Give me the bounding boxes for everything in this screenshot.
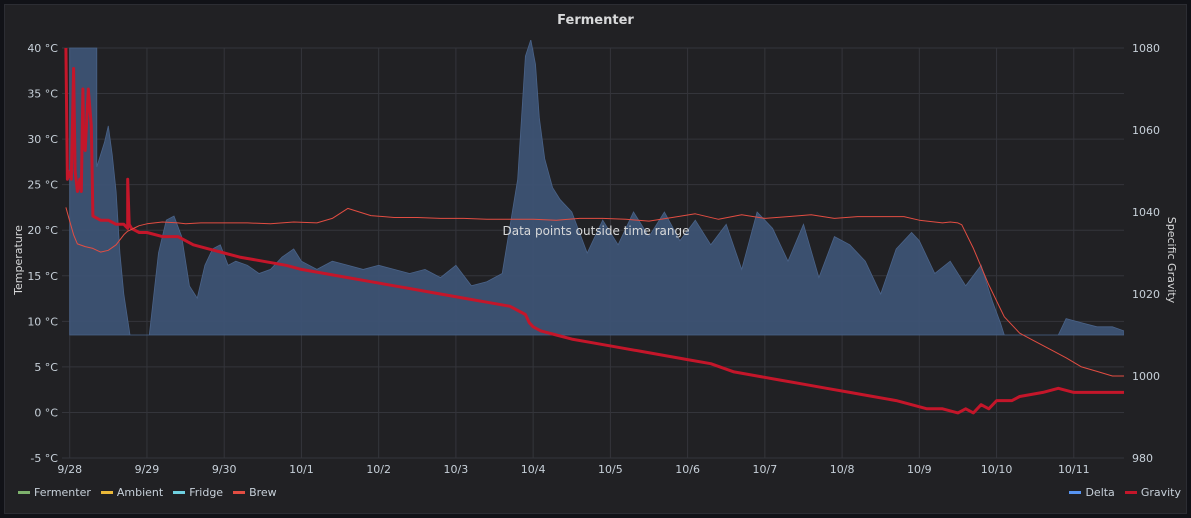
y-tick-label: 30 °C [27,133,58,146]
legend-label: Fridge [189,486,224,499]
overlay-message: Data points outside time range [502,224,689,238]
x-tick-label: 10/11 [1058,463,1090,476]
y-tick-label: 20 °C [27,224,58,237]
y2-tick-label: 1040 [1132,206,1160,219]
x-tick-label: 10/1 [289,463,314,476]
x-tick-label: 10/9 [907,463,932,476]
y2-axis-label: Specific Gravity [1165,217,1178,304]
y2-tick-label: 1000 [1132,370,1160,383]
plot-area [64,40,1124,415]
x-tick-label: 10/6 [675,463,700,476]
series-brew-line [65,207,1124,377]
x-tick-label: 10/3 [444,463,469,476]
legend-item[interactable]: Ambient [100,486,164,499]
y-tick-label: 0 °C [34,406,58,419]
legend-label: Ambient [116,486,164,499]
axes: -5 °C 0 °C 5 °C 10 °C 15 °C 20 °C 25 °C 30 °C 35… [27,42,1160,476]
y-tick-label: 15 °C [27,270,58,283]
y-tick-label: 25 °C [27,179,58,192]
y2-tick-label: 1080 [1132,42,1160,55]
y-tick-label: -5 °C [30,452,58,465]
legend-swatch [1069,491,1082,494]
y2-tick-label: 1020 [1132,288,1160,301]
x-tick-label: 10/4 [521,463,546,476]
legend-label: Gravity [1140,486,1181,499]
legend-label: Fermenter [34,486,91,499]
legend-item[interactable]: Gravity [1124,486,1181,499]
y2-tick-label: 1060 [1132,124,1160,137]
y-tick-label: 40 °C [27,42,58,55]
y-tick-label: 35 °C [27,88,58,101]
x-tick-label: 10/8 [830,463,855,476]
legend-right: Delta Gravity [1069,486,1181,499]
legend-label: Delta [1085,486,1115,499]
panel-title[interactable]: Fermenter [557,13,634,28]
series-delta-area [69,40,1124,336]
legend-swatch [173,491,186,494]
legend-swatch [100,491,113,494]
series-group [64,40,1124,415]
legend-item[interactable]: Fridge [173,486,223,499]
x-tick-label: 10/2 [366,463,391,476]
legend-swatch [233,491,246,494]
x-tick-label: 10/7 [752,463,777,476]
legend-item[interactable]: Delta [1069,486,1115,499]
legend-left: Fermenter Ambient Fridge Brew [18,486,277,499]
x-tick-label: 10/5 [598,463,623,476]
y-axis-label: Temperature [12,225,25,296]
x-tick-label: 9/30 [212,463,237,476]
legend-item[interactable]: Fermenter [18,486,91,499]
y-tick-label: 10 °C [27,315,58,328]
series-gravity-line [64,47,1124,415]
y2-tick-label: 980 [1132,452,1153,465]
y-tick-label: 5 °C [34,361,58,374]
legend-label: Brew [249,486,277,499]
x-tick-label: 9/29 [135,463,160,476]
legend-swatch [1124,491,1137,494]
legend-item[interactable]: Brew [233,486,277,499]
x-tick-label: 9/28 [57,463,82,476]
x-tick-label: 10/10 [981,463,1013,476]
legend-swatch [18,491,30,494]
